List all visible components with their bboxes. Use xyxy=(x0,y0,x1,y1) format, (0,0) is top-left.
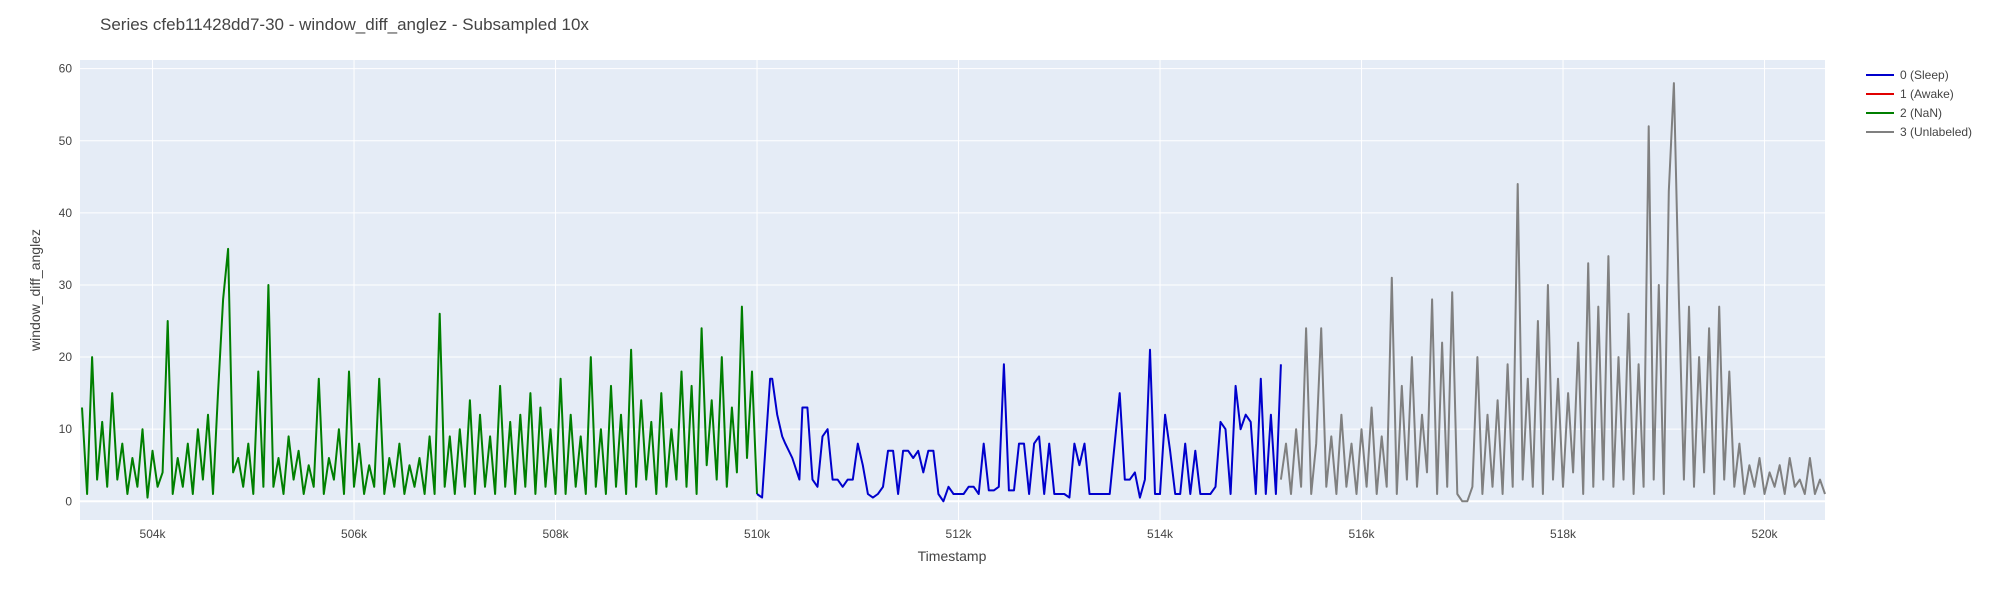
x-axis-label: Timestamp xyxy=(918,548,987,564)
legend-label[interactable]: 1 (Awake) xyxy=(1900,87,1954,101)
y-axis-label: window_diff_anglez xyxy=(27,229,43,352)
x-tick-label: 518k xyxy=(1550,527,1577,541)
x-tick-label: 514k xyxy=(1147,527,1174,541)
x-tick-label: 512k xyxy=(946,527,973,541)
legend-label[interactable]: 0 (Sleep) xyxy=(1900,68,1949,82)
series-line xyxy=(756,348,1282,503)
y-tick-label: 20 xyxy=(59,350,73,364)
grid-lines xyxy=(80,60,1825,520)
series-line xyxy=(1279,82,1826,503)
chart-title: Series cfeb11428dd7-30 - window_diff_ang… xyxy=(100,15,589,34)
y-tick-label: 50 xyxy=(59,134,73,148)
legend-label[interactable]: 3 (Unlabeled) xyxy=(1900,125,1972,139)
x-tick-label: 506k xyxy=(341,527,368,541)
legend-label[interactable]: 2 (NaN) xyxy=(1900,106,1942,120)
x-tick-label: 504k xyxy=(140,527,167,541)
legend[interactable]: 0 (Sleep) 1 (Awake) 2 (NaN) 3 (Unlabeled) xyxy=(1866,68,1972,139)
x-tick-label: 508k xyxy=(543,527,570,541)
y-tick-label: 40 xyxy=(59,206,73,220)
y-tick-label: 30 xyxy=(59,278,73,292)
x-tick-labels: 504k 506k 508k 510k 512k 514k 516k 518k 520k xyxy=(140,527,1779,541)
x-tick-label: 516k xyxy=(1349,527,1376,541)
y-tick-label: 0 xyxy=(65,494,72,508)
y-tick-labels: 0 10 20 30 40 50 60 xyxy=(59,62,73,509)
series-lines xyxy=(81,82,1826,503)
y-tick-label: 10 xyxy=(59,422,73,436)
x-tick-label: 520k xyxy=(1752,527,1779,541)
x-tick-label: 510k xyxy=(744,527,771,541)
series-line xyxy=(81,247,758,499)
y-tick-label: 60 xyxy=(59,62,73,76)
